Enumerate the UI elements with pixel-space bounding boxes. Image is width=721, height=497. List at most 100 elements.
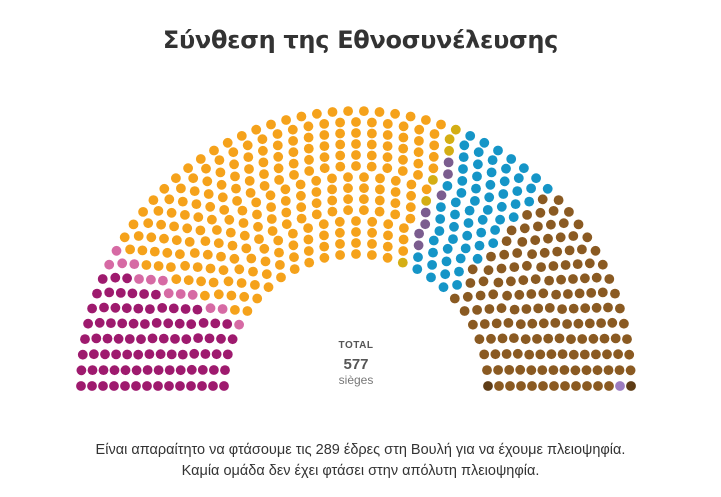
seat-dot-group-3: [351, 150, 361, 160]
seat-dot-group-3: [295, 179, 306, 190]
seat-dot-group-3: [382, 241, 393, 252]
seat-dot-group-1: [219, 381, 229, 391]
seat-dot-group-1: [115, 288, 126, 298]
seat-dot-group-1: [157, 303, 168, 313]
seat-dot-group-3: [366, 139, 377, 150]
seat-dot-group-7: [573, 219, 584, 230]
seat-dot-group-3: [382, 163, 393, 174]
seat-dot-group-3: [159, 233, 169, 244]
seat-dot-group-1: [204, 333, 215, 344]
seat-dot-group-7: [526, 289, 537, 299]
seat-dot-group-3: [119, 232, 130, 243]
seat-dot-group-1: [220, 365, 230, 375]
seat-dot-group-6: [440, 269, 451, 280]
seat-dot-group-3: [273, 235, 284, 246]
seat-dot-group-7: [625, 365, 636, 376]
seat-dot-group-7: [482, 365, 492, 375]
seat-dot-group-3: [280, 184, 291, 195]
seat-dot-group-3: [276, 272, 286, 283]
seat-dot-group-7: [572, 259, 583, 269]
seat-dot-group-6: [512, 186, 523, 197]
seat-dot-group-3: [189, 248, 200, 258]
seat-dot-group-3: [218, 265, 229, 276]
seat-dot-group-7: [474, 334, 485, 345]
seat-dot-group-1: [111, 349, 121, 360]
seat-dot-group-3: [146, 232, 157, 243]
seat-dot-group-3: [230, 171, 240, 182]
seat-dot-group-7: [494, 381, 504, 391]
seat-dot-group-3: [374, 206, 385, 217]
seat-dot-group-3: [162, 247, 173, 258]
seat-dot-group-3: [166, 262, 176, 272]
seat-dot-group-6: [524, 196, 535, 207]
seat-dot-group-5: [443, 157, 454, 168]
seat-dot-group-7: [580, 273, 590, 284]
seat-dot-group-5: [420, 219, 431, 230]
seat-dot-group-7: [562, 319, 572, 329]
seat-dot-group-3: [183, 163, 194, 174]
seat-dot-group-1: [121, 303, 132, 314]
seat-dot-group-3: [383, 230, 393, 241]
seat-dot-group-2: [163, 288, 174, 299]
seat-dot-group-3: [319, 163, 330, 174]
seat-dot-group-3: [374, 195, 385, 206]
seat-dot-group-3: [189, 186, 200, 197]
seat-dot-group-6: [442, 243, 453, 254]
seat-dot-group-7: [462, 291, 473, 302]
seat-dot-group-1: [80, 334, 90, 344]
seat-dot-group-3: [414, 124, 425, 135]
seat-dot-group-3: [397, 166, 408, 176]
seat-dot-group-6: [470, 196, 480, 206]
seat-dot-group-3: [288, 228, 298, 239]
seat-dot-group-1: [144, 349, 155, 359]
seat-dot-group-3: [248, 266, 258, 277]
seat-dot-group-3: [335, 117, 345, 128]
seat-dot-group-3: [166, 207, 177, 218]
seat-dot-group-7: [543, 333, 554, 344]
seat-dot-group-1: [200, 349, 211, 359]
seat-dot-group-7: [493, 277, 504, 288]
seat-dot-group-7: [493, 365, 503, 375]
seat-dot-group-3: [226, 290, 237, 301]
seat-dot-group-7: [491, 318, 502, 329]
seat-dot-group-7: [512, 248, 523, 258]
seat-dot-group-3: [296, 190, 306, 201]
seat-dot-group-7: [580, 303, 591, 314]
seat-dot-group-7: [568, 349, 579, 360]
seat-dot-group-7: [515, 319, 526, 330]
seat-dot-group-6: [426, 272, 436, 283]
seat-dot-group-1: [227, 334, 238, 345]
seat-dot-group-3: [335, 150, 346, 161]
seat-dot-group-6: [428, 235, 439, 246]
seat-dot-group-3: [133, 231, 144, 241]
seat-dot-group-1: [142, 365, 153, 375]
seat-dot-group-1: [209, 365, 219, 375]
seat-dot-group-3: [366, 161, 377, 172]
seat-dot-group-6: [471, 183, 481, 194]
seat-dot-group-6: [428, 247, 438, 258]
seat-dot-group-1: [99, 302, 109, 313]
seat-dot-group-1: [122, 349, 133, 360]
seat-dot-group-1: [222, 349, 233, 360]
seat-dot-group-1: [198, 318, 209, 328]
seat-dot-group-3: [318, 219, 329, 230]
seat-dot-group-3: [399, 223, 409, 234]
seat-dot-group-3: [311, 198, 322, 209]
seat-dot-group-7: [597, 259, 608, 270]
seat-dot-group-6: [450, 209, 460, 220]
seat-dot-group-3: [188, 173, 199, 184]
seat-dot-group-2: [134, 274, 144, 284]
seat-dot-group-7: [515, 364, 526, 375]
seat-dot-group-1: [122, 273, 132, 284]
seat-dot-group-6: [519, 163, 529, 174]
seat-dot-group-3: [169, 221, 180, 232]
seat-dot-group-3: [351, 139, 361, 149]
seat-dot-group-6: [474, 240, 485, 251]
seat-dot-group-6: [441, 256, 452, 267]
seat-dot-group-6: [459, 140, 470, 151]
seat-dot-group-7: [514, 289, 525, 300]
seat-dot-group-3: [351, 227, 361, 237]
seat-dot-group-3: [184, 237, 195, 247]
seat-dot-group-7: [538, 381, 548, 391]
seat-dot-group-3: [406, 179, 417, 190]
